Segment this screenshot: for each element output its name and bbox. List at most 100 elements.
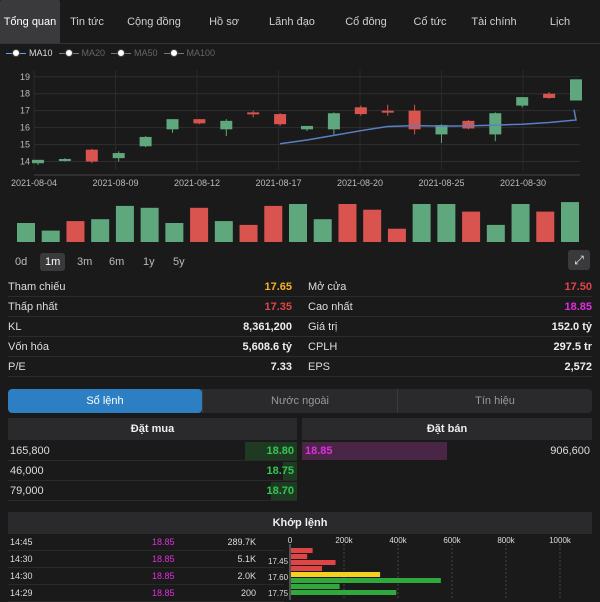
vp-bar: [291, 560, 336, 565]
vp-price-label: 17.60: [268, 573, 289, 582]
range-1m[interactable]: 1m: [40, 253, 66, 271]
expand-chart-button[interactable]: ⤢: [568, 250, 590, 270]
ma-toggle-0[interactable]: MA10: [6, 48, 53, 58]
ma-toggle-1[interactable]: MA20: [58, 48, 105, 58]
range-3m[interactable]: 3m: [77, 256, 93, 268]
segment-1[interactable]: Nước ngoài: [202, 389, 397, 413]
range-6m[interactable]: 6m: [109, 256, 125, 268]
trade-volume: 2.0K: [237, 571, 256, 581]
trade-time: 14:30: [10, 554, 33, 564]
buy-row[interactable]: 46,000 18.75: [8, 461, 297, 481]
trade-price: 18.85: [152, 588, 175, 598]
sell-qty: 906,600: [550, 445, 590, 457]
matched-orders-header: Khớp lệnh: [8, 512, 592, 534]
orderbook-segment-control: Sổ lệnh Nước ngoài Tín hiệu: [8, 389, 592, 413]
candle: [247, 110, 260, 118]
buy-depth-bar: [282, 462, 297, 480]
vp-bar: [291, 584, 340, 589]
x-tick-label: 2021-08-20: [337, 178, 383, 188]
range-1y[interactable]: 1y: [143, 256, 155, 268]
ma-label: MA10: [29, 48, 53, 58]
volume-bar: [437, 204, 456, 242]
ma-legend: MA10 MA20 MA50 MA100: [0, 44, 215, 62]
trade-row: 14:30 18.85 5.1K: [8, 551, 284, 568]
trade-price: 18.85: [152, 554, 175, 564]
tab-0[interactable]: Tổng quan: [0, 0, 60, 43]
sell-header: Đặt bán: [302, 418, 592, 440]
segment-2[interactable]: Tín hiệu: [397, 389, 592, 413]
tab-6[interactable]: Cổ tức: [413, 16, 447, 28]
range-selector: 0d 1m 3m 6m 1y 5y: [0, 250, 600, 274]
candle: [354, 105, 367, 116]
y-tick-label: 15: [20, 140, 30, 150]
vp-bar: [291, 548, 313, 553]
segment-0[interactable]: Sổ lệnh: [8, 389, 202, 413]
ma-toggle-3[interactable]: MA100: [163, 48, 216, 58]
ma-label: MA50: [134, 48, 158, 58]
tab-7[interactable]: Tài chính: [471, 16, 517, 28]
vp-price-label: 17.75: [268, 589, 289, 598]
x-tick-label: 2021-08-04: [11, 178, 57, 188]
pe-label: P/E: [8, 360, 26, 373]
trade-row: 14:45 18.85 289.7K: [8, 534, 284, 551]
y-tick-label: 16: [20, 123, 30, 133]
sell-row[interactable]: 18.85 906,600: [302, 441, 592, 461]
buy-depth-bar: [271, 482, 297, 500]
volume-bar: [41, 230, 60, 242]
candle: [112, 151, 125, 162]
tab-2[interactable]: Cộng đồng: [127, 16, 181, 28]
trade-time: 14:30: [10, 571, 33, 581]
candle: [408, 104, 421, 135]
volume-bar: [140, 207, 159, 242]
tab-8[interactable]: Lịch: [549, 16, 571, 28]
vp-bar: [291, 578, 441, 583]
sell-price: 18.85: [305, 445, 333, 457]
trade-time: 14:29: [10, 588, 33, 598]
high-price-value: 18.85: [564, 300, 592, 313]
eps-value: 2,572: [564, 360, 592, 373]
trade-row: 14:29 18.85 200: [8, 585, 284, 602]
volume-bar: [214, 221, 233, 242]
tab-5[interactable]: Cổ đông: [345, 16, 387, 28]
y-tick-label: 14: [20, 157, 30, 167]
buy-header: Đặt mua: [8, 418, 297, 440]
tab-1[interactable]: Tin tức: [70, 16, 104, 28]
candle: [516, 97, 529, 108]
x-tick-label: 2021-08-25: [418, 178, 464, 188]
ma10-line: [279, 109, 577, 145]
market-cap-value: 5,608.6 tỷ: [242, 340, 292, 353]
candle: [139, 136, 152, 148]
buy-price: 18.75: [266, 465, 294, 477]
vp-price-label: 17.45: [268, 557, 289, 566]
trade-price: 18.85: [152, 571, 175, 581]
volume-bar: [17, 223, 35, 242]
open-price-value: 17.50: [564, 280, 592, 293]
trade-row: 14:30 18.85 2.0K: [8, 568, 284, 585]
trade-volume: 289.7K: [227, 537, 256, 547]
top-tab-bar: Tổng quan Tin tức Cộng đồng Hồ sơ Lãnh đạo Cổ…: [0, 0, 600, 44]
range-5y[interactable]: 5y: [173, 256, 185, 268]
volume-label: KL: [8, 320, 22, 333]
vp-tick-label: 0: [288, 536, 293, 545]
ref-price-label: Tham chiếu: [8, 280, 66, 293]
buy-row[interactable]: 79,000 18.70: [8, 481, 297, 501]
volume-bar: [264, 205, 283, 242]
buy-row[interactable]: 165,800 18.80: [8, 441, 297, 461]
buy-qty: 165,800: [10, 445, 50, 457]
volume-bar: [66, 221, 85, 242]
range-0d[interactable]: 0d: [15, 256, 28, 268]
vp-bar: [291, 554, 308, 559]
ma-toggle-2[interactable]: MA50: [111, 48, 158, 58]
vp-bar: [291, 590, 397, 595]
buy-price: 18.70: [266, 485, 294, 497]
tab-3[interactable]: Hồ sơ: [209, 16, 239, 28]
x-tick-label: 2021-08-12: [174, 178, 220, 188]
eps-label: EPS: [308, 360, 331, 373]
toggle-dot-icon: [163, 49, 184, 57]
buy-qty: 46,000: [10, 465, 44, 477]
candle: [85, 148, 98, 164]
tab-4[interactable]: Lãnh đạo: [269, 16, 315, 28]
x-tick-label: 2021-08-09: [92, 178, 138, 188]
volume-bar: [387, 228, 406, 242]
ma-label: MA100: [186, 48, 216, 58]
